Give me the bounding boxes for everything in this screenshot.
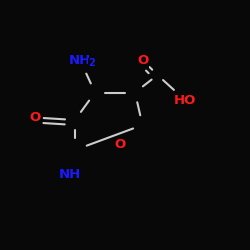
Text: NH: NH (69, 54, 91, 66)
Text: O: O (137, 54, 148, 66)
Text: HO: HO (174, 94, 196, 106)
Text: NH: NH (59, 168, 81, 181)
Text: O: O (114, 138, 126, 151)
Text: O: O (30, 111, 40, 124)
Text: 2: 2 (88, 58, 94, 68)
